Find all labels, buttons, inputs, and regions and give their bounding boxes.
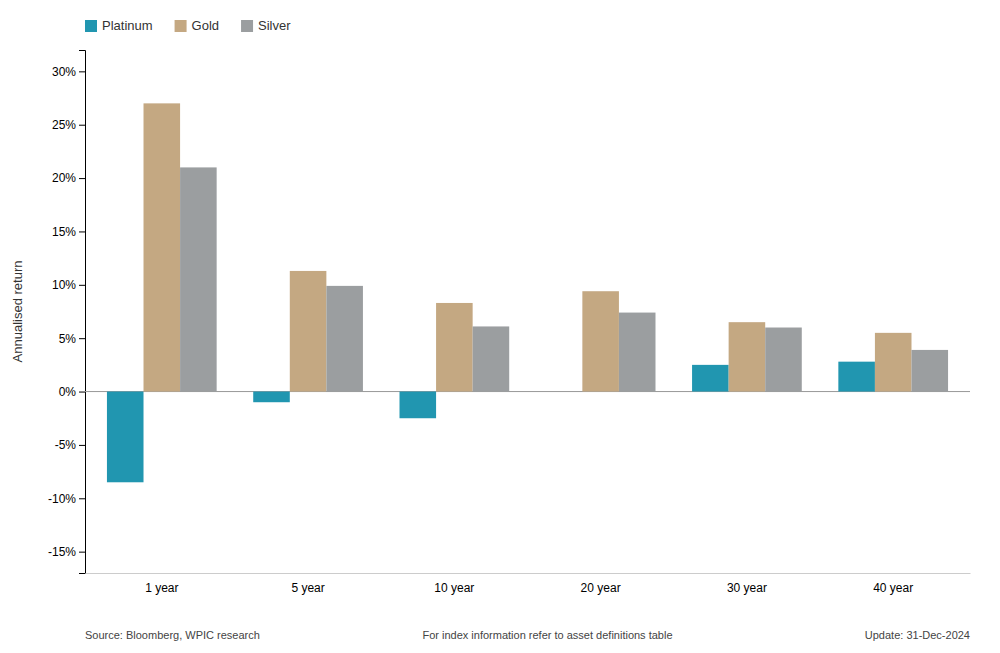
bar bbox=[911, 350, 948, 392]
y-tick: -5% bbox=[55, 438, 85, 452]
legend-item: Silver bbox=[241, 18, 291, 33]
y-tick-mark bbox=[79, 231, 85, 232]
bar bbox=[326, 286, 363, 392]
footer-note: For index information refer to asset def… bbox=[422, 629, 672, 641]
y-tick: 10% bbox=[52, 278, 85, 292]
y-tick-label: 20% bbox=[52, 171, 76, 185]
y-tick-label: 25% bbox=[52, 118, 76, 132]
legend-item: Gold bbox=[175, 18, 219, 33]
y-tick: 25% bbox=[52, 118, 85, 132]
bar bbox=[253, 392, 290, 403]
y-axis-line bbox=[79, 51, 86, 574]
plot-area: -15% -10% -5% 0% 5% 10% 15% 20% 25% 30% 1 year 5 ye… bbox=[48, 51, 971, 595]
x-tick-label: 40 year bbox=[873, 581, 913, 595]
bar bbox=[546, 391, 583, 392]
y-tick-mark bbox=[79, 445, 85, 446]
y-tick-mark bbox=[79, 392, 85, 393]
bar bbox=[582, 291, 619, 391]
x-tick-label: 5 year bbox=[291, 581, 324, 595]
x-tick: 30 year bbox=[727, 581, 767, 595]
y-tick: -15% bbox=[48, 545, 85, 559]
x-tick: 10 year bbox=[434, 581, 474, 595]
y-axis: -15% -10% -5% 0% 5% 10% 15% 20% 25% 30% bbox=[48, 51, 86, 574]
legend-swatch bbox=[241, 20, 253, 32]
legend-swatch bbox=[85, 20, 97, 32]
x-tick: 20 year bbox=[581, 581, 621, 595]
bar bbox=[107, 392, 144, 483]
bar bbox=[473, 326, 510, 391]
y-tick-mark bbox=[79, 178, 85, 179]
y-tick-label: -15% bbox=[48, 545, 76, 559]
y-tick-label: 0% bbox=[59, 385, 77, 399]
y-tick-mark bbox=[79, 338, 85, 339]
y-tick: 30% bbox=[52, 65, 85, 79]
y-tick-label: -5% bbox=[55, 438, 77, 452]
legend-swatch bbox=[175, 20, 187, 32]
x-tick-label: 20 year bbox=[581, 581, 621, 595]
legend: Platinum Gold Silver bbox=[85, 18, 291, 33]
bar bbox=[838, 362, 875, 392]
y-tick-mark bbox=[79, 71, 85, 72]
y-tick: 0% bbox=[59, 385, 85, 399]
x-tick: 40 year bbox=[873, 581, 913, 595]
y-tick: 20% bbox=[52, 171, 85, 185]
x-tick: 5 year bbox=[291, 581, 324, 595]
bar bbox=[290, 271, 327, 392]
x-tick-label: 10 year bbox=[434, 581, 474, 595]
bar bbox=[144, 103, 181, 391]
footer-note: Source: Bloomberg, WPIC research bbox=[85, 629, 260, 641]
y-tick-label: 10% bbox=[52, 278, 76, 292]
y-tick-mark bbox=[79, 285, 85, 286]
bars bbox=[85, 103, 970, 482]
y-tick-mark bbox=[79, 498, 85, 499]
legend-label: Gold bbox=[192, 18, 219, 33]
zero-line bbox=[85, 391, 970, 392]
legend-label: Platinum bbox=[102, 18, 153, 33]
bar bbox=[180, 167, 217, 391]
legend-label: Silver bbox=[258, 18, 291, 33]
bar bbox=[729, 322, 766, 391]
chart: -15% -10% -5% 0% 5% 10% 15% 20% 25% 30% 1 year 5 ye… bbox=[0, 0, 1000, 653]
bar bbox=[400, 392, 437, 419]
footer-note: Update: 31-Dec-2024 bbox=[865, 629, 970, 641]
y-tick-mark bbox=[79, 125, 85, 126]
bar bbox=[875, 333, 912, 392]
x-tick-label: 30 year bbox=[727, 581, 767, 595]
y-tick-label: 15% bbox=[52, 225, 76, 239]
bar bbox=[619, 313, 656, 392]
y-tick-label: 30% bbox=[52, 65, 76, 79]
y-tick: 5% bbox=[59, 332, 85, 346]
y-tick: -10% bbox=[48, 492, 85, 506]
y-tick: 15% bbox=[52, 225, 85, 239]
bar bbox=[436, 303, 473, 392]
y-tick-label: -10% bbox=[48, 492, 76, 506]
bar bbox=[692, 365, 729, 392]
y-tick-mark bbox=[79, 552, 85, 553]
footer: Source: Bloomberg, WPIC research For inde… bbox=[85, 629, 970, 641]
x-tick-label: 1 year bbox=[145, 581, 178, 595]
y-axis-title: Annualised return bbox=[10, 261, 25, 363]
x-axis-line bbox=[86, 573, 971, 574]
y-tick-label: 5% bbox=[59, 332, 77, 346]
x-tick: 1 year bbox=[145, 581, 178, 595]
legend-item: Platinum bbox=[85, 18, 153, 33]
bar bbox=[765, 328, 802, 392]
x-axis: 1 year 5 year 10 year 20 year 30 year 40 year bbox=[86, 574, 971, 595]
